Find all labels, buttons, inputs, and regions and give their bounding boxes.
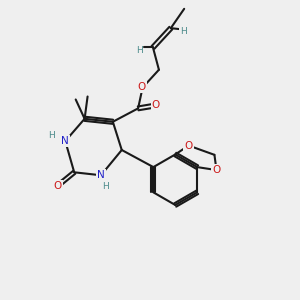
Text: O: O [54, 181, 62, 191]
Text: O: O [152, 100, 160, 110]
Text: N: N [61, 136, 69, 146]
Text: N: N [97, 170, 105, 180]
Text: H: H [102, 182, 109, 191]
Text: H: H [48, 131, 54, 140]
Text: O: O [138, 82, 146, 92]
Text: O: O [184, 140, 193, 151]
Text: O: O [212, 165, 220, 175]
Text: H: H [180, 27, 187, 36]
Text: H: H [136, 46, 143, 55]
